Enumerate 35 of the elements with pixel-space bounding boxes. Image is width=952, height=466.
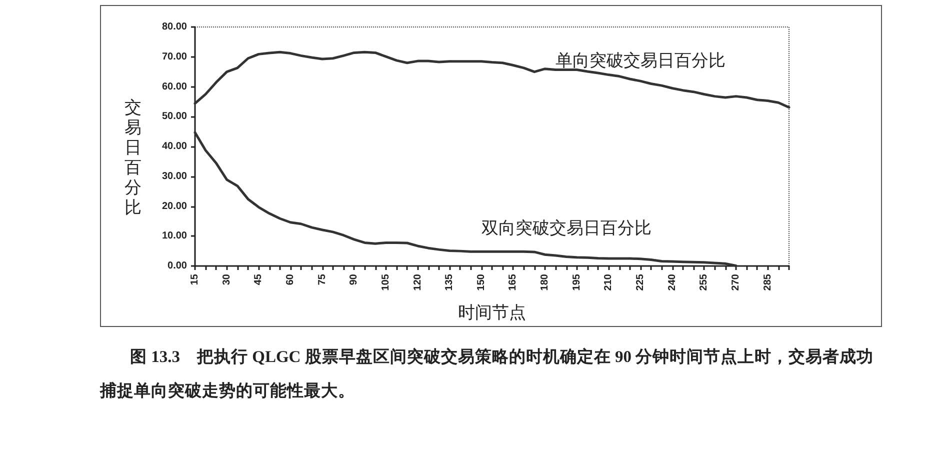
x-tick-label: 255 — [698, 274, 710, 291]
y-tick-label: 10.00 — [162, 230, 188, 242]
y-tick-label: 60.00 — [162, 81, 188, 92]
x-tick-label: 30 — [221, 274, 232, 286]
x-tick-label: 105 — [380, 274, 392, 291]
series-label: 双向突破交易日百分比 — [481, 218, 652, 238]
y-tick-label: 70.00 — [162, 51, 188, 62]
x-tick-label: 240 — [666, 274, 678, 291]
x-tick-label: 120 — [412, 274, 424, 291]
y-axis-title: 交易日百分比 — [124, 98, 142, 218]
y-tick-label: 40.00 — [162, 141, 188, 152]
x-tick-label: 150 — [476, 274, 487, 291]
x-tick-label: 225 — [635, 274, 646, 291]
y-tick-label: 30.00 — [162, 170, 188, 182]
line-series — [194, 131, 738, 267]
x-tick-label: 165 — [508, 274, 519, 291]
y-tick-label: 50.00 — [162, 111, 188, 122]
y-tick-label: 20.00 — [162, 200, 188, 212]
x-tick-label: 45 — [253, 274, 264, 286]
x-tick-label: 195 — [571, 274, 582, 291]
x-tick-label: 135 — [444, 274, 456, 291]
x-axis-title: 时间节点 — [458, 303, 526, 322]
x-tick-label: 75 — [316, 274, 328, 286]
y-tick-label: 80.00 — [162, 22, 188, 32]
y-tick-label: 0.00 — [168, 260, 188, 272]
caption: 图 13.3 把执行 QLGC 股票早盘区间突破交易策略的时机确定在 90 分钟时间节点上时，交易者成功捕捉单向突破走势的可能性最大。 — [100, 346, 875, 402]
x-tick-label: 15 — [190, 274, 200, 286]
series-label: 单向突破交易日百分比 — [556, 51, 726, 70]
x-tick-label: 285 — [762, 274, 774, 291]
x-tick-label: 180 — [540, 274, 551, 291]
x-tick-label: 60 — [284, 274, 296, 286]
x-tick-label: 270 — [730, 274, 742, 291]
line-series — [194, 50, 790, 109]
x-tick-label: 90 — [348, 274, 360, 286]
x-tick-label: 210 — [603, 274, 614, 291]
